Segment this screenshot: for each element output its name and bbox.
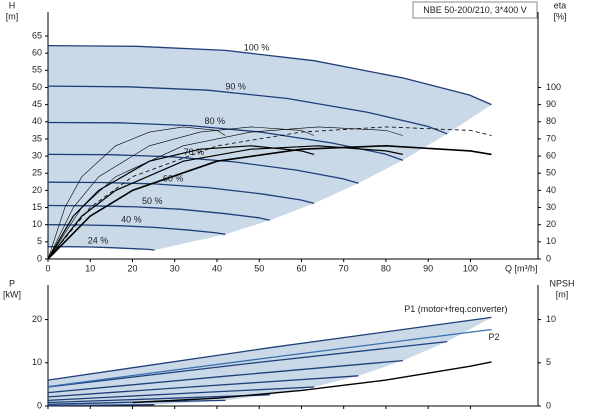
x-tick-label: 60 [296,263,306,273]
x-tick-label: 40 [212,263,222,273]
y2-tick-label: 10 [546,236,556,246]
y-tick-label: 40 [32,116,42,126]
y2-tick-label: 80 [546,116,556,126]
curve [47,121,404,161]
y2-tick-label: 0 [546,400,551,410]
curve [47,375,359,398]
x-tick-label: 70 [339,263,349,273]
y-tick-label: 20 [32,314,42,324]
y-tick-label: 45 [32,99,42,109]
curve-label: 100 % [244,42,270,52]
y-tick-label: 60 [32,48,42,58]
y2-tick-label: 100 [546,82,561,92]
curve [47,224,226,235]
y-tick-label: 10 [32,219,42,229]
secondary-curve [47,144,492,260]
y-tick-label: 50 [32,82,42,92]
curve-label: P1 (motor+freq.converter) [404,304,507,314]
y-axis-label: P [9,278,15,288]
chart-title: NBE 50-200/210, 3*400 V [423,5,527,15]
x-tick-label: 80 [381,263,391,273]
y-axis-unit: [m] [6,11,19,21]
y2-axis-label: eta [554,0,567,10]
y2-tick-label: 40 [546,185,556,195]
curve [47,44,492,106]
curve-label: 70 % [184,147,205,157]
title-box [412,1,538,19]
y-tick-label: 15 [32,202,42,212]
x-tick-label: 0 [45,263,50,273]
curve-label: 90 % [225,81,246,91]
y2-axis-unit: [m] [556,289,569,299]
curve [47,404,155,407]
curve [47,181,315,205]
y2-tick-label: 90 [546,99,556,109]
y-tick-label: 35 [32,133,42,143]
y2-tick-label: 20 [546,219,556,229]
y2-tick-label: 30 [546,202,556,212]
secondary-curve [47,145,403,260]
curve-label: 80 % [205,116,226,126]
x-tick-label: 50 [254,263,264,273]
x-tick-label: 10 [85,263,95,273]
y-tick-label: 25 [32,168,42,178]
x-tick-label: 30 [170,263,180,273]
x-tick-label: 20 [127,263,137,273]
y-tick-label: 0 [37,400,42,410]
y-tick-label: 30 [32,150,42,160]
curve [48,246,155,251]
curve-label: P2 [489,332,500,342]
y2-tick-label: 0 [546,253,551,263]
curve-label: 24 % [88,236,109,246]
y2-tick-label: 60 [546,150,556,160]
secondary-curve [47,126,226,260]
x-tick-label: 90 [423,263,433,273]
curve [47,153,359,184]
y2-axis-label: NPSH [549,278,574,288]
y-tick-label: 5 [37,236,42,246]
y-tick-label: 20 [32,185,42,195]
y2-tick-label: 5 [546,357,551,367]
y2-tick-label: 70 [546,133,556,143]
y-tick-label: 0 [37,253,42,263]
secondary-curve [47,126,315,260]
x-axis-label: Q [m³/h] [505,263,538,273]
y2-tick-label: 10 [546,314,556,324]
curve [47,386,315,402]
curve-label: 40 % [121,215,142,225]
y-tick-label: 65 [32,30,42,40]
curve-label: 60 % [163,174,184,184]
y-axis-unit: [kW] [3,289,21,299]
y-tick-label: 55 [32,65,42,75]
y-axis-label: H [9,0,16,10]
secondary-curve [47,126,492,260]
secondary-curve [47,145,315,260]
curve [47,359,403,394]
x-tick-label: 100 [463,263,478,273]
secondary-curve [132,361,492,404]
y-tick-label: 10 [32,357,42,367]
curve [47,204,270,221]
curve [47,340,448,388]
curve-label: 50 % [142,196,163,206]
y2-axis-unit: [%] [553,11,566,21]
curve [47,85,448,135]
y2-tick-label: 50 [546,168,556,178]
curve [47,328,492,388]
curve [47,316,492,381]
